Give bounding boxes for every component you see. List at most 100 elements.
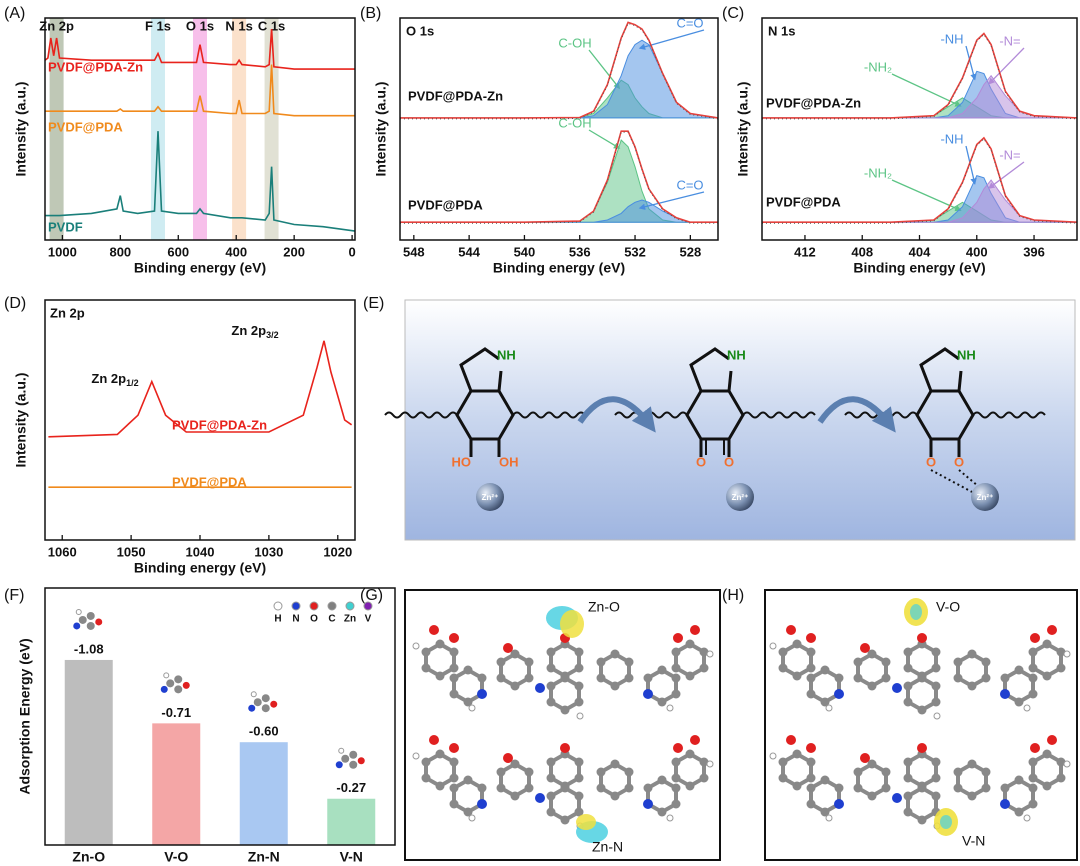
x-tick-label: 800 xyxy=(109,244,131,259)
nh-label: NH xyxy=(497,347,516,362)
nh-label: NH xyxy=(727,347,746,362)
x-tick-label: 544 xyxy=(458,244,480,259)
site-label: V-N xyxy=(962,833,985,849)
x-tick-label: 400 xyxy=(966,244,988,259)
x-axis-label: Binding energy (eV) xyxy=(493,260,625,276)
component-label: C=O xyxy=(676,177,703,192)
sample-label: PVDF@PDA xyxy=(408,197,483,212)
x-tick-label: V-O xyxy=(164,849,188,865)
x-tick-label: 528 xyxy=(679,244,701,259)
x-tick-label: 1000 xyxy=(48,244,77,259)
fit-component xyxy=(400,39,719,119)
highlight-band xyxy=(232,18,247,240)
legend-label: N xyxy=(292,614,299,625)
annotation-arrow xyxy=(588,49,621,90)
ion-label: Zn²⁺ xyxy=(732,493,749,502)
value-label: -0.60 xyxy=(249,724,279,739)
legend-label: Zn xyxy=(344,614,356,625)
x-tick-label: 400 xyxy=(225,244,247,259)
peak-label-sub: 3/2 xyxy=(266,330,279,340)
y-axis-label: Intensity (a.u.) xyxy=(13,82,29,177)
x-tick-label: Zn-O xyxy=(72,849,105,865)
value-label: -0.27 xyxy=(336,780,366,795)
ion-label: Zn²⁺ xyxy=(977,493,994,502)
legend-label: V xyxy=(365,614,372,625)
series-label: PVDF@PDA xyxy=(48,119,123,134)
adsorbed-molecule xyxy=(247,691,278,713)
x-tick-label: 1020 xyxy=(323,544,352,559)
charge-isosurface xyxy=(560,610,584,638)
component-label: C-OH xyxy=(558,35,591,50)
peak-label: O 1s xyxy=(186,18,214,33)
envelope-line xyxy=(400,21,719,119)
component-label: C=O xyxy=(676,15,703,30)
panel-label: (G) xyxy=(360,587,383,604)
oxygen-label: HO xyxy=(452,454,472,469)
site-label: V-O xyxy=(936,599,960,615)
x-tick-label: 532 xyxy=(624,244,646,259)
oxygen-label: O xyxy=(954,454,964,469)
component-label: -NH₂ xyxy=(864,165,892,180)
x-tick-label: 548 xyxy=(403,244,425,259)
x-tick-label: Zn-N xyxy=(248,849,280,865)
annotation-arrow xyxy=(988,161,1025,189)
spectrum-line xyxy=(48,340,353,438)
spectrum-line xyxy=(44,29,355,70)
plot-frame xyxy=(44,587,396,846)
zn-ion xyxy=(971,483,999,511)
annotation-arrow xyxy=(965,45,977,81)
x-tick-label: 600 xyxy=(167,244,189,259)
peak-label-text: Zn 2p xyxy=(231,323,266,338)
component-label: -NH xyxy=(940,131,963,146)
site-label: Zn-N xyxy=(592,839,623,855)
legend-atom xyxy=(291,601,301,611)
y-axis-label: Adsorption Energy (eV) xyxy=(17,638,33,794)
plot-frame xyxy=(44,17,356,241)
peak-label: C 1s xyxy=(258,18,285,33)
y-axis-label: Intensity (a.u.) xyxy=(373,82,389,177)
peak-label: Zn 2p1/2 xyxy=(91,371,138,388)
annotation-arrow xyxy=(638,191,705,210)
raw-data xyxy=(762,138,1078,224)
adsorbed-molecule xyxy=(335,747,366,770)
x-tick-label: 536 xyxy=(569,244,591,259)
x-tick-label: 540 xyxy=(514,244,536,259)
panel-title: Zn 2p xyxy=(50,305,85,320)
x-tick-label: 412 xyxy=(794,244,816,259)
bar xyxy=(239,742,288,845)
legend-atom xyxy=(327,601,337,611)
component-label: -NH₂ xyxy=(864,59,892,74)
x-axis-label: Binding energy (eV) xyxy=(134,260,266,276)
legend-label: O xyxy=(310,614,318,625)
peak-label-sub: 1/2 xyxy=(126,378,139,388)
oxygen-label: O xyxy=(926,454,936,469)
series-label: PVDF xyxy=(48,219,83,234)
legend-atom xyxy=(345,601,355,611)
legend-atom xyxy=(273,601,283,611)
peak-label: Zn 2p xyxy=(39,18,74,33)
x-tick-label: 1050 xyxy=(117,544,146,559)
nh-label: NH xyxy=(957,347,976,362)
plot-frame xyxy=(44,299,356,541)
x-tick-label: 0 xyxy=(348,244,355,259)
panel-title: N 1s xyxy=(768,23,795,38)
legend-atom xyxy=(363,601,373,611)
highlight-band xyxy=(193,18,207,240)
annotation-arrow xyxy=(891,73,962,107)
annotation-arrow xyxy=(988,47,1025,85)
annotation-arrow xyxy=(891,179,962,212)
reaction-arrow xyxy=(577,396,656,433)
envelope-line xyxy=(762,136,1078,223)
oxygen-label: O xyxy=(696,454,706,469)
zn-ion xyxy=(726,483,754,511)
peak-label-text: Zn 2p xyxy=(91,371,126,386)
series-label: PVDF@PDA-Zn xyxy=(48,59,143,74)
series-label: PVDF@PDA xyxy=(172,474,247,489)
legend-label: H xyxy=(274,614,281,625)
charge-isosurface xyxy=(576,814,596,830)
coordination-bond xyxy=(958,469,979,487)
peak-label: F 1s xyxy=(145,18,171,33)
adsorbed-molecule xyxy=(72,608,103,631)
plot-frame xyxy=(399,17,719,241)
spectrum-line xyxy=(45,64,355,117)
